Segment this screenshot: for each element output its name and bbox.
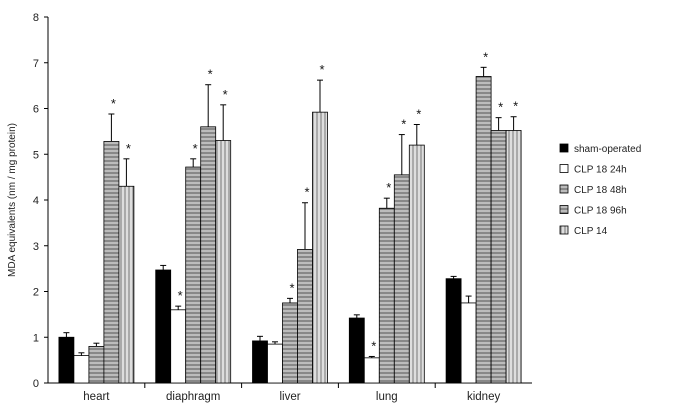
y-tick-label: 5: [33, 149, 39, 161]
significance-marker: *: [416, 107, 421, 122]
significance-marker: *: [371, 338, 376, 353]
y-tick-label: 8: [33, 12, 39, 24]
bar: [267, 343, 283, 384]
bar: [505, 130, 522, 384]
legend: sham-operated CLP 18 24h CLP 18 48h CLP 18 …: [559, 143, 641, 237]
x-category-label: lung: [376, 391, 398, 403]
y-axis-label: MDA equivalents (nm / mg protein): [7, 123, 18, 277]
significance-marker: *: [319, 62, 324, 77]
significance-marker: *: [208, 67, 213, 82]
bar: [460, 302, 477, 384]
x-category-label: diaphragm: [166, 391, 220, 403]
significance-marker: *: [193, 141, 198, 156]
bar: [118, 185, 135, 384]
bar: [363, 357, 380, 384]
bar: [200, 126, 217, 384]
legend-entry: CLP 18 24h: [574, 165, 627, 176]
significance-marker: *: [111, 96, 116, 111]
bar: [282, 302, 298, 384]
y-tick-label: 6: [33, 104, 39, 116]
bar: [348, 317, 365, 384]
legend-entry: CLP 18 96h: [574, 206, 627, 217]
legend-entry: CLP 18 48h: [574, 185, 627, 196]
bar: [408, 144, 425, 384]
significance-marker: *: [401, 117, 406, 132]
bar: [155, 269, 172, 384]
bar: [103, 141, 120, 384]
bar: [378, 207, 395, 384]
bar: [252, 340, 268, 384]
bars: * * * * * * * * * * * * * * * *: [58, 49, 522, 384]
significance-marker: *: [386, 180, 391, 195]
significance-marker: *: [483, 49, 488, 64]
bar: [490, 130, 507, 384]
bar: [215, 140, 232, 384]
legend-swatch: [559, 184, 569, 194]
bar: [445, 278, 462, 384]
bar: [393, 174, 410, 384]
y-tick-label: 1: [33, 332, 39, 344]
bar: [73, 355, 90, 384]
significance-marker: *: [178, 288, 183, 303]
bar: [185, 166, 202, 384]
bar: [297, 249, 313, 384]
legend-swatch: [559, 143, 569, 153]
bar: [88, 345, 105, 384]
legend-entry: sham-operated: [574, 144, 641, 155]
y-tick-label: 0: [33, 378, 39, 390]
bar: [58, 336, 75, 384]
y-tick-label: 4: [33, 195, 39, 207]
significance-marker: *: [289, 280, 294, 295]
significance-marker: *: [126, 141, 131, 156]
legend-swatch: [559, 164, 569, 173]
x-category-label: heart: [83, 391, 110, 403]
x-category-label: liver: [279, 391, 300, 403]
y-tick-label: 7: [33, 58, 39, 70]
significance-marker: *: [304, 185, 309, 200]
bar: [312, 111, 328, 384]
bar: [170, 309, 187, 384]
legend-swatch: [559, 205, 569, 214]
y-tick-label: 3: [33, 241, 39, 253]
legend-swatch: [559, 225, 569, 235]
significance-marker: *: [223, 87, 228, 102]
y-tick-label: 2: [33, 287, 39, 299]
x-category-label: kidney: [467, 391, 500, 403]
significance-marker: *: [513, 99, 518, 114]
legend-entry: CLP 14: [574, 226, 608, 237]
bar: [475, 76, 492, 384]
significance-marker: *: [498, 100, 503, 115]
